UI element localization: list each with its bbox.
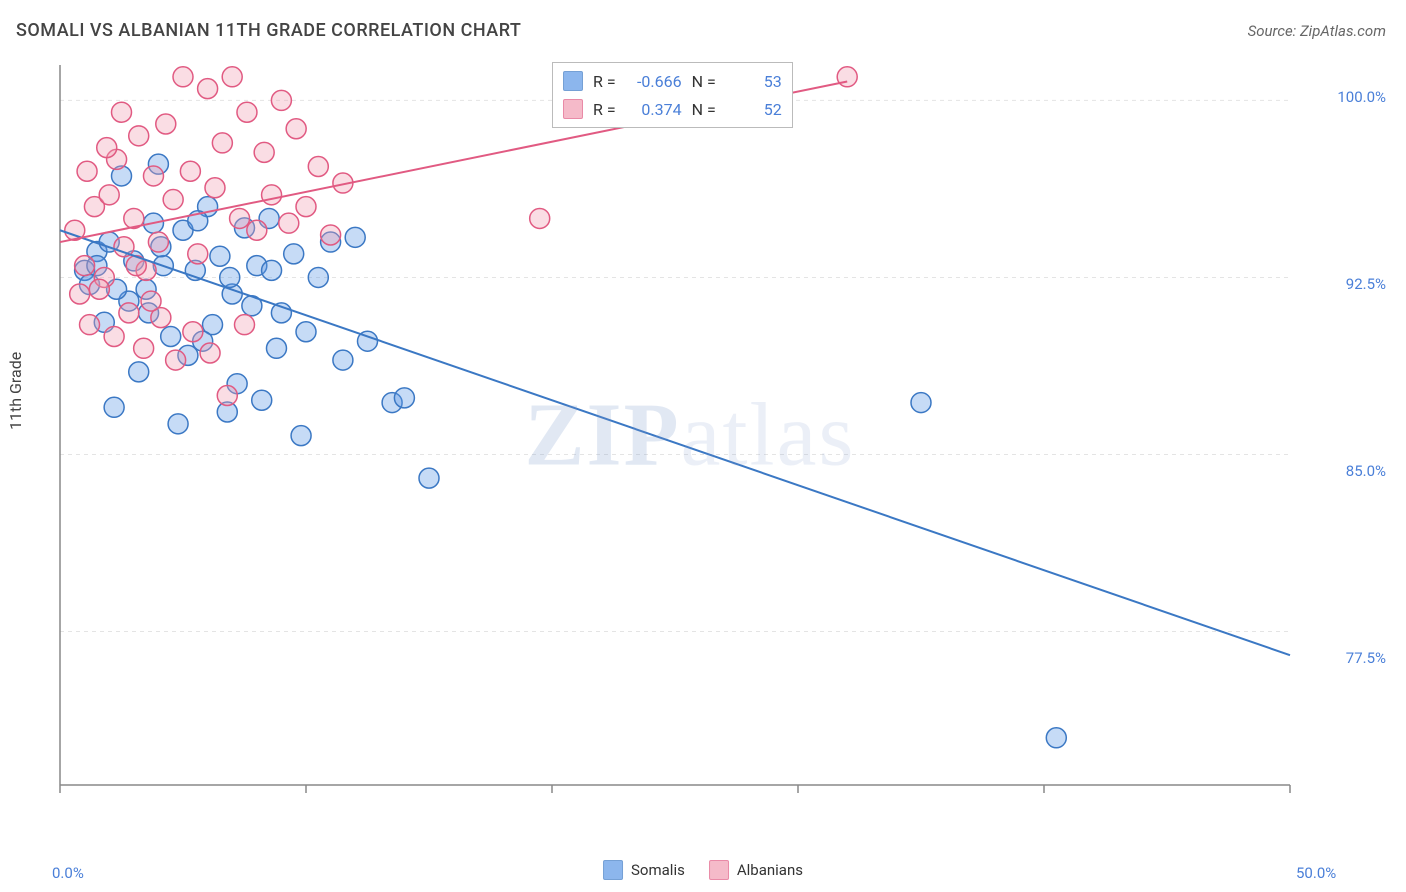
chart-title: SOMALI VS ALBANIAN 11TH GRADE CORRELATIO… xyxy=(16,20,521,41)
source-attribution: Source: ZipAtlas.com xyxy=(1248,22,1386,40)
legend-swatch-icon xyxy=(563,99,583,119)
legend-row-somalis: R = -0.666 N = 53 xyxy=(563,67,782,95)
y-tick-label: 100.0% xyxy=(1337,88,1386,106)
legend-label: Somalis xyxy=(631,861,685,879)
x-tick-label: 0.0% xyxy=(52,864,84,882)
legend-item-albanians: Albanians xyxy=(709,860,803,880)
x-tick-label: 50.0% xyxy=(1296,864,1336,882)
y-tick-label: 85.0% xyxy=(1346,462,1386,480)
legend-label: Albanians xyxy=(737,861,803,879)
watermark: ZIPatlas xyxy=(525,384,856,487)
y-tick-label: 92.5% xyxy=(1346,275,1386,293)
y-axis-label: 11th Grade xyxy=(6,352,25,430)
legend-swatch-icon xyxy=(563,71,583,91)
y-tick-label: 77.5% xyxy=(1346,649,1386,667)
legend-swatch-icon xyxy=(603,860,623,880)
legend-swatch-icon xyxy=(709,860,729,880)
bottom-legend: Somalis Albanians xyxy=(603,860,803,880)
correlation-legend: R = -0.666 N = 53 R = 0.374 N = 52 xyxy=(552,62,793,128)
legend-row-albanians: R = 0.374 N = 52 xyxy=(563,95,782,123)
legend-item-somalis: Somalis xyxy=(603,860,685,880)
chart-plot-area: ZIPatlas xyxy=(50,55,1330,815)
